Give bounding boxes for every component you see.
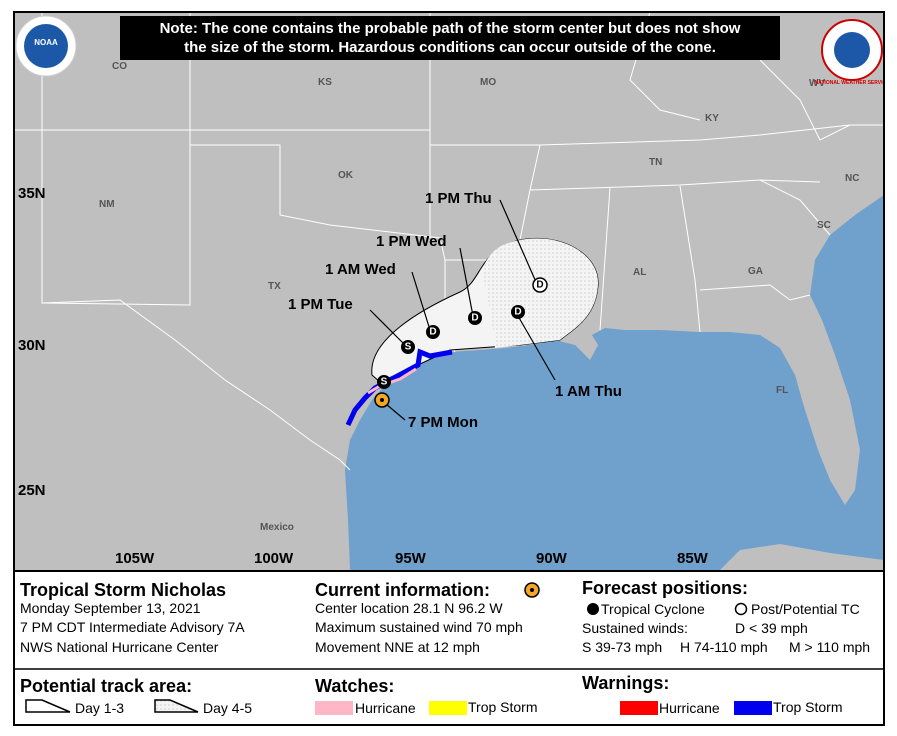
state-label: Mexico bbox=[260, 522, 294, 533]
forecast-point bbox=[377, 375, 391, 389]
lon-label: 95W bbox=[395, 550, 427, 567]
forecast-label: 7 PM Mon bbox=[408, 414, 478, 431]
lon-labels: 105W 100W 95W 90W 85W bbox=[115, 550, 709, 567]
state-label: TN bbox=[649, 157, 662, 168]
frame bbox=[13, 11, 885, 726]
day45-icon bbox=[154, 699, 199, 713]
note-line: Note: The cone contains the probable pat… bbox=[160, 20, 741, 37]
point-letter: D bbox=[471, 313, 478, 324]
legend-text: 7 PM CDT Intermediate Advisory 7A bbox=[20, 619, 245, 635]
forecast-label: 1 PM Thu bbox=[425, 190, 492, 207]
state-label: FL bbox=[776, 385, 788, 396]
state-label: WV bbox=[809, 78, 825, 89]
state-label: NC bbox=[845, 173, 859, 184]
forecast-point bbox=[468, 311, 482, 325]
forecast-label: 1 AM Wed bbox=[325, 261, 396, 278]
legend-text: Hurricane bbox=[659, 700, 720, 716]
post-tc-icon bbox=[734, 602, 748, 616]
legend-text: Monday September 13, 2021 bbox=[20, 600, 201, 616]
forecast-labels: 7 PM Mon 1 PM Tue 1 AM Wed 1 PM Wed 1 AM… bbox=[288, 190, 622, 431]
legend-text: M > 110 mph bbox=[789, 639, 870, 655]
lat-label: 30N bbox=[18, 337, 46, 354]
legend-text: Post/Potential TC bbox=[751, 601, 860, 617]
state-label: TX bbox=[268, 281, 281, 292]
state-label: KS bbox=[318, 77, 332, 88]
lon-label: 90W bbox=[536, 550, 568, 567]
nws-logo: NATIONAL WEATHER SERVICE bbox=[815, 19, 891, 86]
legend-title: Warnings: bbox=[582, 673, 669, 693]
legend-text: Day 1-3 bbox=[75, 700, 124, 716]
lon-label: 100W bbox=[254, 550, 294, 567]
point-letter: S bbox=[405, 342, 412, 353]
legend-title: Current information: bbox=[315, 580, 490, 600]
legend-text: Day 4-5 bbox=[203, 700, 252, 716]
legend-text: NWS National Hurricane Center bbox=[20, 639, 219, 655]
tc-icon bbox=[587, 603, 599, 615]
logo-text: NOAA bbox=[34, 38, 58, 47]
state-label: OK bbox=[338, 170, 354, 181]
legend-title: Potential track area: bbox=[20, 676, 192, 696]
note-box bbox=[120, 16, 780, 60]
trop-storm-warning bbox=[345, 348, 453, 427]
forecast-label: 1 AM Thu bbox=[555, 383, 622, 400]
ts-watch-swatch bbox=[429, 701, 467, 715]
forecast-point bbox=[426, 325, 440, 339]
point-letter: D bbox=[429, 327, 436, 338]
map: CO KS MO KY WV TN NC OK NM SC MS AL GA T… bbox=[14, 12, 891, 570]
forecast-label: 1 PM Tue bbox=[288, 296, 353, 313]
water bbox=[345, 195, 884, 570]
hurricane-warning-swatch bbox=[620, 701, 658, 715]
forecast-point bbox=[511, 305, 525, 319]
point-letter: D bbox=[514, 307, 521, 318]
state-label: AL bbox=[633, 267, 646, 278]
state-label: SC bbox=[817, 220, 831, 231]
logo-text: NATIONAL WEATHER SERVICE bbox=[815, 80, 891, 86]
forecast-label: 1 PM Wed bbox=[376, 233, 447, 250]
noaa-logo: NOAA bbox=[15, 15, 77, 77]
legend-text: Movement NNE at 12 mph bbox=[315, 639, 480, 655]
state-label: NM bbox=[99, 199, 115, 210]
legend-text: Sustained winds: bbox=[582, 620, 688, 636]
legend-text: Trop Storm bbox=[773, 699, 843, 715]
current-position-dot bbox=[380, 398, 384, 402]
lat-labels: 35N 30N 25N bbox=[18, 185, 46, 499]
legend-text: Maximum sustained wind 70 mph bbox=[315, 619, 523, 635]
legend-title: Tropical Storm Nicholas bbox=[20, 580, 226, 600]
post-tc-point bbox=[532, 277, 548, 293]
lon-label: 85W bbox=[677, 550, 709, 567]
cone-day4-5 bbox=[482, 238, 599, 348]
legend-text: Trop Storm bbox=[468, 699, 538, 715]
point-letter: D bbox=[536, 280, 543, 291]
legend-title: Watches: bbox=[315, 676, 394, 696]
legend-text: D < 39 mph bbox=[735, 620, 808, 636]
legend-text: Hurricane bbox=[355, 700, 416, 716]
leaders bbox=[369, 199, 556, 421]
forecast-point bbox=[401, 340, 415, 354]
current-icon-dot bbox=[530, 588, 534, 592]
hurricane-watch-swatch bbox=[315, 701, 353, 715]
ts-warning-swatch bbox=[734, 701, 772, 715]
legend: Tropical Storm Nicholas Monday September… bbox=[20, 578, 870, 716]
lon-label: 105W bbox=[115, 550, 155, 567]
day13-icon bbox=[25, 699, 71, 713]
legend-text: S 39-73 mph bbox=[582, 639, 662, 655]
lat-label: 25N bbox=[18, 482, 46, 499]
state-label: MO bbox=[480, 77, 496, 88]
state-label: CO bbox=[112, 61, 127, 72]
state-label: GA bbox=[748, 266, 763, 277]
forecast-points: S S D D D D bbox=[374, 277, 548, 408]
point-letter: S bbox=[381, 377, 388, 388]
legend-text: H 74-110 mph bbox=[680, 639, 768, 655]
state-label: KY bbox=[705, 113, 719, 124]
legend-title: Forecast positions: bbox=[582, 578, 748, 598]
note-line: the size of the storm. Hazardous conditi… bbox=[184, 39, 716, 56]
legend-text: Center location 28.1 N 96.2 W bbox=[315, 600, 503, 616]
legend-text: Tropical Cyclone bbox=[601, 601, 705, 617]
cuba bbox=[720, 544, 884, 570]
lat-label: 35N bbox=[18, 185, 46, 202]
